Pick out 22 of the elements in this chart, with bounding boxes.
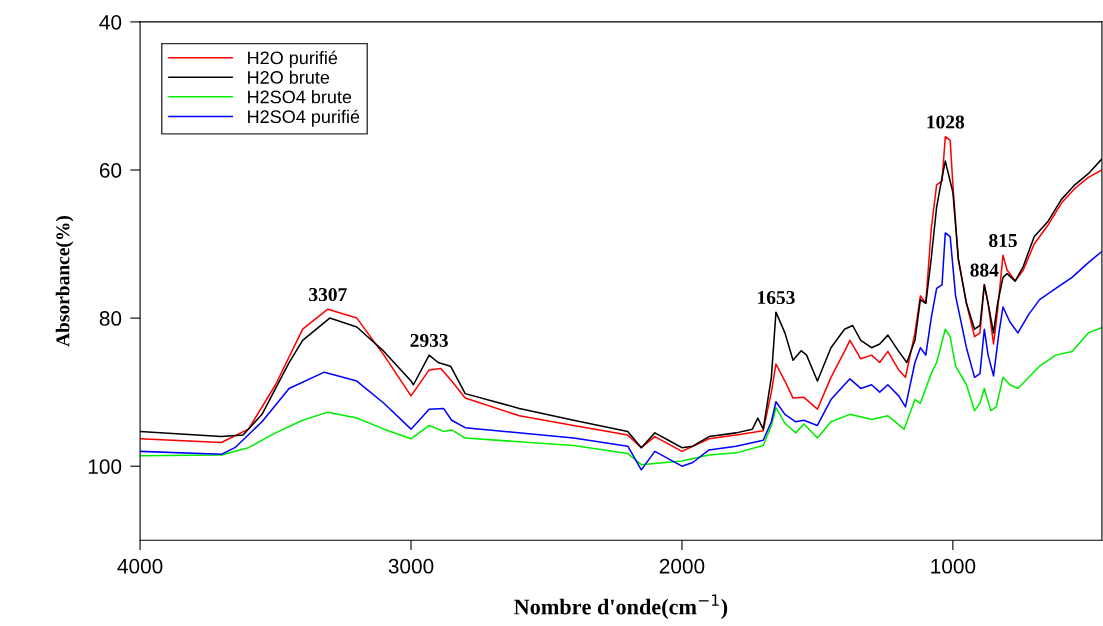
y-tick-label: 100 xyxy=(88,459,122,474)
annotation: 884 xyxy=(970,263,999,277)
x-tick-label: 2000 xyxy=(659,558,705,574)
legend-label: H2SO4 purifié xyxy=(248,109,360,127)
line-series xyxy=(140,232,1102,471)
legend-label: H2SO4 brute xyxy=(248,90,352,104)
y-tick-label: 40 xyxy=(99,14,122,30)
annotation: 1028 xyxy=(927,115,965,129)
legend-label: H2O purifié xyxy=(248,50,338,68)
annotation: 815 xyxy=(989,233,1017,248)
y-axis-title: Absorbance(%) xyxy=(55,216,74,347)
annotation: 1653 xyxy=(758,290,795,305)
annotation: 3307 xyxy=(309,287,347,302)
annotation: 2933 xyxy=(410,333,448,347)
legend-label: H2O brute xyxy=(248,70,330,84)
x-tick-label: 3000 xyxy=(388,558,434,574)
line-series xyxy=(140,326,1102,466)
x-axis-title: Nombre d'onde(cm$^{−1}$) xyxy=(514,594,728,619)
x-tick-label: 1000 xyxy=(931,558,976,574)
y-tick-label: 80 xyxy=(99,311,122,326)
x-tick-label: 4000 xyxy=(117,558,163,574)
y-tick-label: 60 xyxy=(99,163,122,178)
